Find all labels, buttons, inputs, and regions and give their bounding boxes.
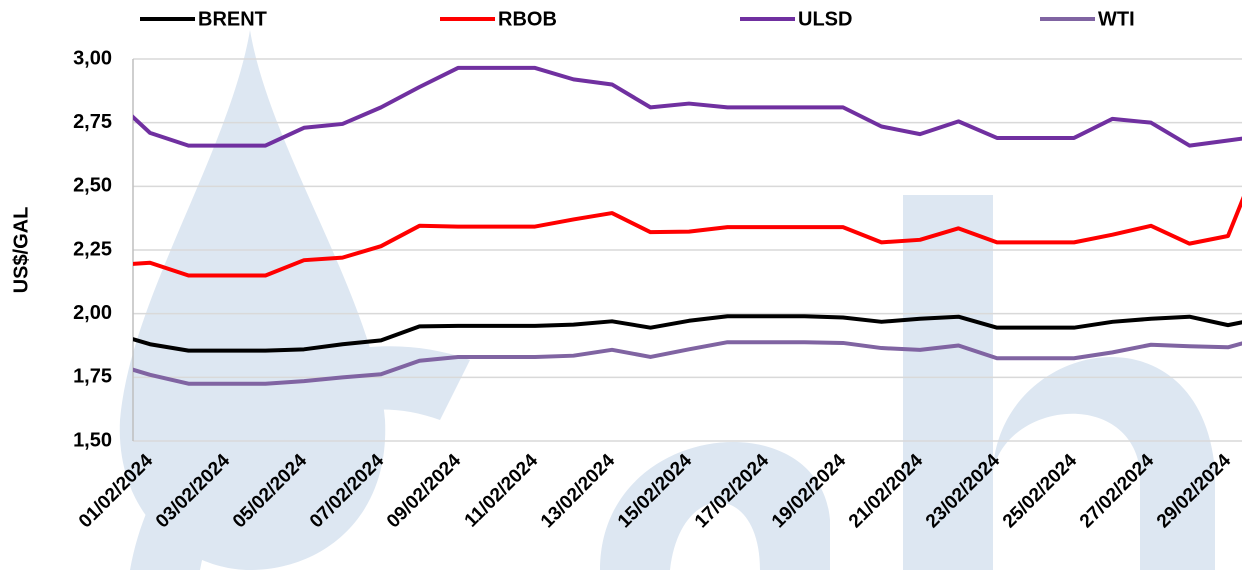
- grid: [133, 58, 1242, 442]
- y-tick-label: 2,50: [73, 175, 112, 197]
- y-tick-label: 1,50: [73, 429, 112, 451]
- series-line: [133, 65, 1242, 148]
- y-tick-label: 1,75: [73, 366, 112, 388]
- series-line: [133, 195, 1242, 278]
- x-tick-label: 13/02/2024: [537, 450, 619, 532]
- legend-label: BRENT: [198, 8, 267, 30]
- legend-label: RBOB: [498, 8, 557, 30]
- y-tick-label: 2,25: [73, 238, 112, 260]
- y-tick-label: 2,00: [73, 302, 112, 324]
- legend-label: ULSD: [798, 8, 852, 30]
- lines: [133, 65, 1242, 386]
- series-line: [133, 314, 1242, 353]
- watermark: [119, 30, 1215, 570]
- x-tick-label: 25/02/2024: [999, 450, 1081, 532]
- y-tick-label: 3,00: [73, 47, 112, 69]
- series-line: [133, 340, 1242, 386]
- x-tick-label: 11/02/2024: [461, 450, 543, 532]
- y-tick-label: 2,75: [73, 111, 112, 133]
- x-tick-label: 09/02/2024: [383, 450, 465, 532]
- legend-label: WTI: [1098, 8, 1135, 30]
- y-axis-label: US$/GAL: [10, 207, 32, 294]
